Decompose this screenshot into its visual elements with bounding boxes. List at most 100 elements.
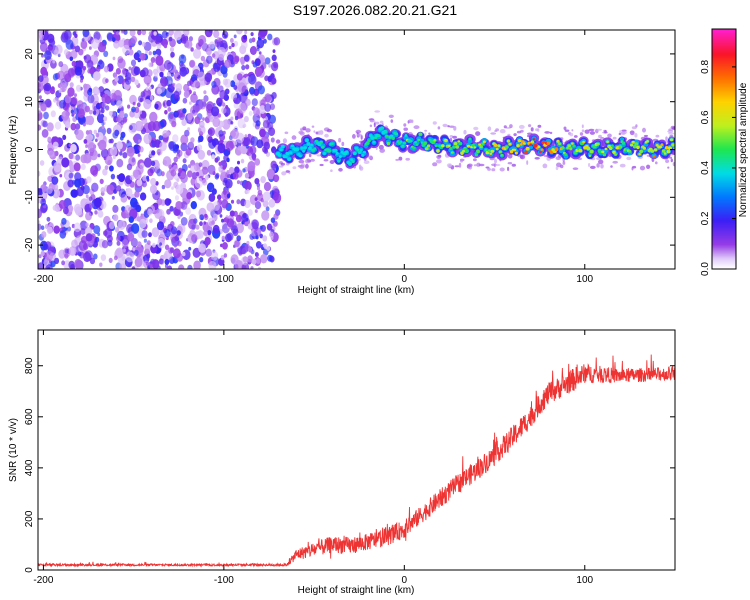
colorbar-step xyxy=(712,63,736,66)
spectrogram-noise-cell xyxy=(193,260,201,269)
spectrogram-tone-cell xyxy=(444,138,448,143)
spectrogram-noise-cell xyxy=(209,221,213,226)
spectrogram-noise-cell xyxy=(40,198,46,206)
spectrogram-noise-cell xyxy=(240,144,248,155)
spectrogram-noise-cell xyxy=(233,97,238,104)
spectrogram-faint-cell xyxy=(564,129,570,132)
spectrogram-noise-cell xyxy=(91,182,99,192)
spectrogram-noise-cell xyxy=(211,53,216,58)
spectrogram-noise-cell xyxy=(194,177,204,189)
spectrogram-noise-cell xyxy=(164,244,170,251)
spectrogram-noise-cell xyxy=(116,158,124,168)
spectrogram-noise-cell xyxy=(204,237,211,246)
colorbar-step xyxy=(712,219,736,222)
spectrogram-faint-cell xyxy=(629,131,635,133)
spectrogram-noise-cell xyxy=(218,53,224,61)
spectrogram-noise-cell xyxy=(39,160,45,166)
spectrogram-faint-cell xyxy=(537,124,542,128)
spectrogram-tone-cell xyxy=(458,141,463,146)
spectrogram-noise-cell xyxy=(141,230,148,238)
spectrogram-noise-cell xyxy=(104,165,109,171)
spectrogram-tone-cell xyxy=(417,138,421,142)
spectrogram-noise-cell xyxy=(113,255,118,261)
spectrogram-noise-cell xyxy=(198,135,204,143)
spectrogram-noise-cell xyxy=(208,56,212,61)
spectrogram-noise-cell xyxy=(149,218,153,223)
colorbar-step xyxy=(712,259,736,262)
spectrogram-noise-cell xyxy=(150,139,154,144)
colorbar-tick-label: 0.8 xyxy=(700,60,711,74)
spectrogram-noise-cell xyxy=(254,209,258,214)
spectrogram-faint-cell xyxy=(424,129,428,132)
spectrogram-noise-cell xyxy=(130,76,136,83)
spectrogram-faint-cell xyxy=(302,126,307,130)
spectrogram-tone-cell xyxy=(528,145,533,150)
spectrogram-noise-cell xyxy=(236,180,241,185)
spectrogram-noise-cell xyxy=(46,216,51,222)
spectrogram-noise-cell xyxy=(172,82,175,87)
spectrogram-noise-cell xyxy=(268,114,276,124)
spectrogram-tone-cell xyxy=(529,143,533,146)
spectrogram-noise-cell xyxy=(139,69,146,78)
spectrogram-noise-cell xyxy=(245,64,250,70)
spectrogram-noise-cell xyxy=(270,73,275,79)
spectrogram-noise-cell xyxy=(187,170,193,178)
spectrogram-noise-cell xyxy=(221,102,226,107)
spectrogram-faint-cell xyxy=(555,166,559,171)
spectrogram-tone-cell xyxy=(280,144,285,149)
spectrogram-noise-cell xyxy=(85,233,93,242)
spectrogram-tone-cell xyxy=(463,146,467,150)
spectrogram-noise-cell xyxy=(85,130,90,135)
spectrogram-noise-cell xyxy=(115,30,120,36)
spectrogram-tone-cell xyxy=(310,143,313,147)
spectrogram-noise-cell xyxy=(226,218,235,228)
spectrogram-noise-cell xyxy=(103,50,109,57)
colorbar-step xyxy=(712,85,736,88)
spectrogram-noise-cell xyxy=(38,220,41,224)
spectrogram-noise-cell xyxy=(190,47,194,52)
spectrogram-tone-cell xyxy=(495,147,499,151)
spectrogram-noise-cell xyxy=(176,110,181,116)
spectrogram-x-tick-label: -100 xyxy=(214,274,234,285)
spectrogram-noise-cell xyxy=(138,139,141,143)
spectrogram-noise-cell xyxy=(40,250,45,257)
spectrogram-noise-cell xyxy=(169,205,174,212)
colorbar-step xyxy=(712,203,736,206)
spectrogram-noise-cell xyxy=(164,264,169,269)
spectrogram-noise-cell xyxy=(161,30,168,39)
spectrogram-noise-cell xyxy=(183,90,190,98)
spectrogram-noise-cell xyxy=(166,208,171,215)
colorbar-step xyxy=(712,103,736,106)
spectrogram-tone-cell xyxy=(519,143,523,146)
colorbar-step xyxy=(712,213,736,216)
spectrogram-faint-cell xyxy=(596,128,602,131)
spectrogram-noise-cell xyxy=(59,230,67,239)
spectrogram-noise-cell xyxy=(71,96,78,105)
spectrogram-tone-cell xyxy=(523,142,526,145)
spectrogram-noise-cell xyxy=(232,172,239,180)
spectrogram-faint-cell xyxy=(598,134,602,139)
spectrogram-noise-cell xyxy=(41,231,47,238)
spectrogram-noise-cell xyxy=(150,177,157,186)
spectrogram-noise-cell xyxy=(70,263,76,269)
spectrogram-noise-cell xyxy=(148,33,155,43)
spectrogram-noise-cell xyxy=(163,253,168,259)
spectrogram-faint-cell xyxy=(355,129,362,134)
spectrogram-noise-cell xyxy=(190,201,197,210)
spectrogram-faint-cell xyxy=(507,153,513,159)
spectrogram-tone-cell xyxy=(331,142,334,145)
spectrogram-faint-cell xyxy=(467,163,473,167)
spectrogram-noise-cell xyxy=(188,164,191,169)
spectrogram-tone-cell xyxy=(493,143,498,147)
spectrogram-noise-cell xyxy=(258,51,262,55)
spectrogram-noise-cell xyxy=(178,54,187,64)
spectrogram-tone-cell xyxy=(474,153,479,157)
spectrogram-faint-cell xyxy=(626,156,632,161)
spectrogram-noise-cell xyxy=(54,121,62,130)
spectrogram-faint-cell xyxy=(473,164,478,167)
spectrogram-noise-cell xyxy=(226,193,231,199)
spectrogram-noise-cell xyxy=(94,210,98,215)
spectrogram-noise-cell xyxy=(137,95,144,103)
spectrogram-tone-cell xyxy=(279,148,283,152)
colorbar-label: Normalized spectral amplitude xyxy=(738,82,749,217)
